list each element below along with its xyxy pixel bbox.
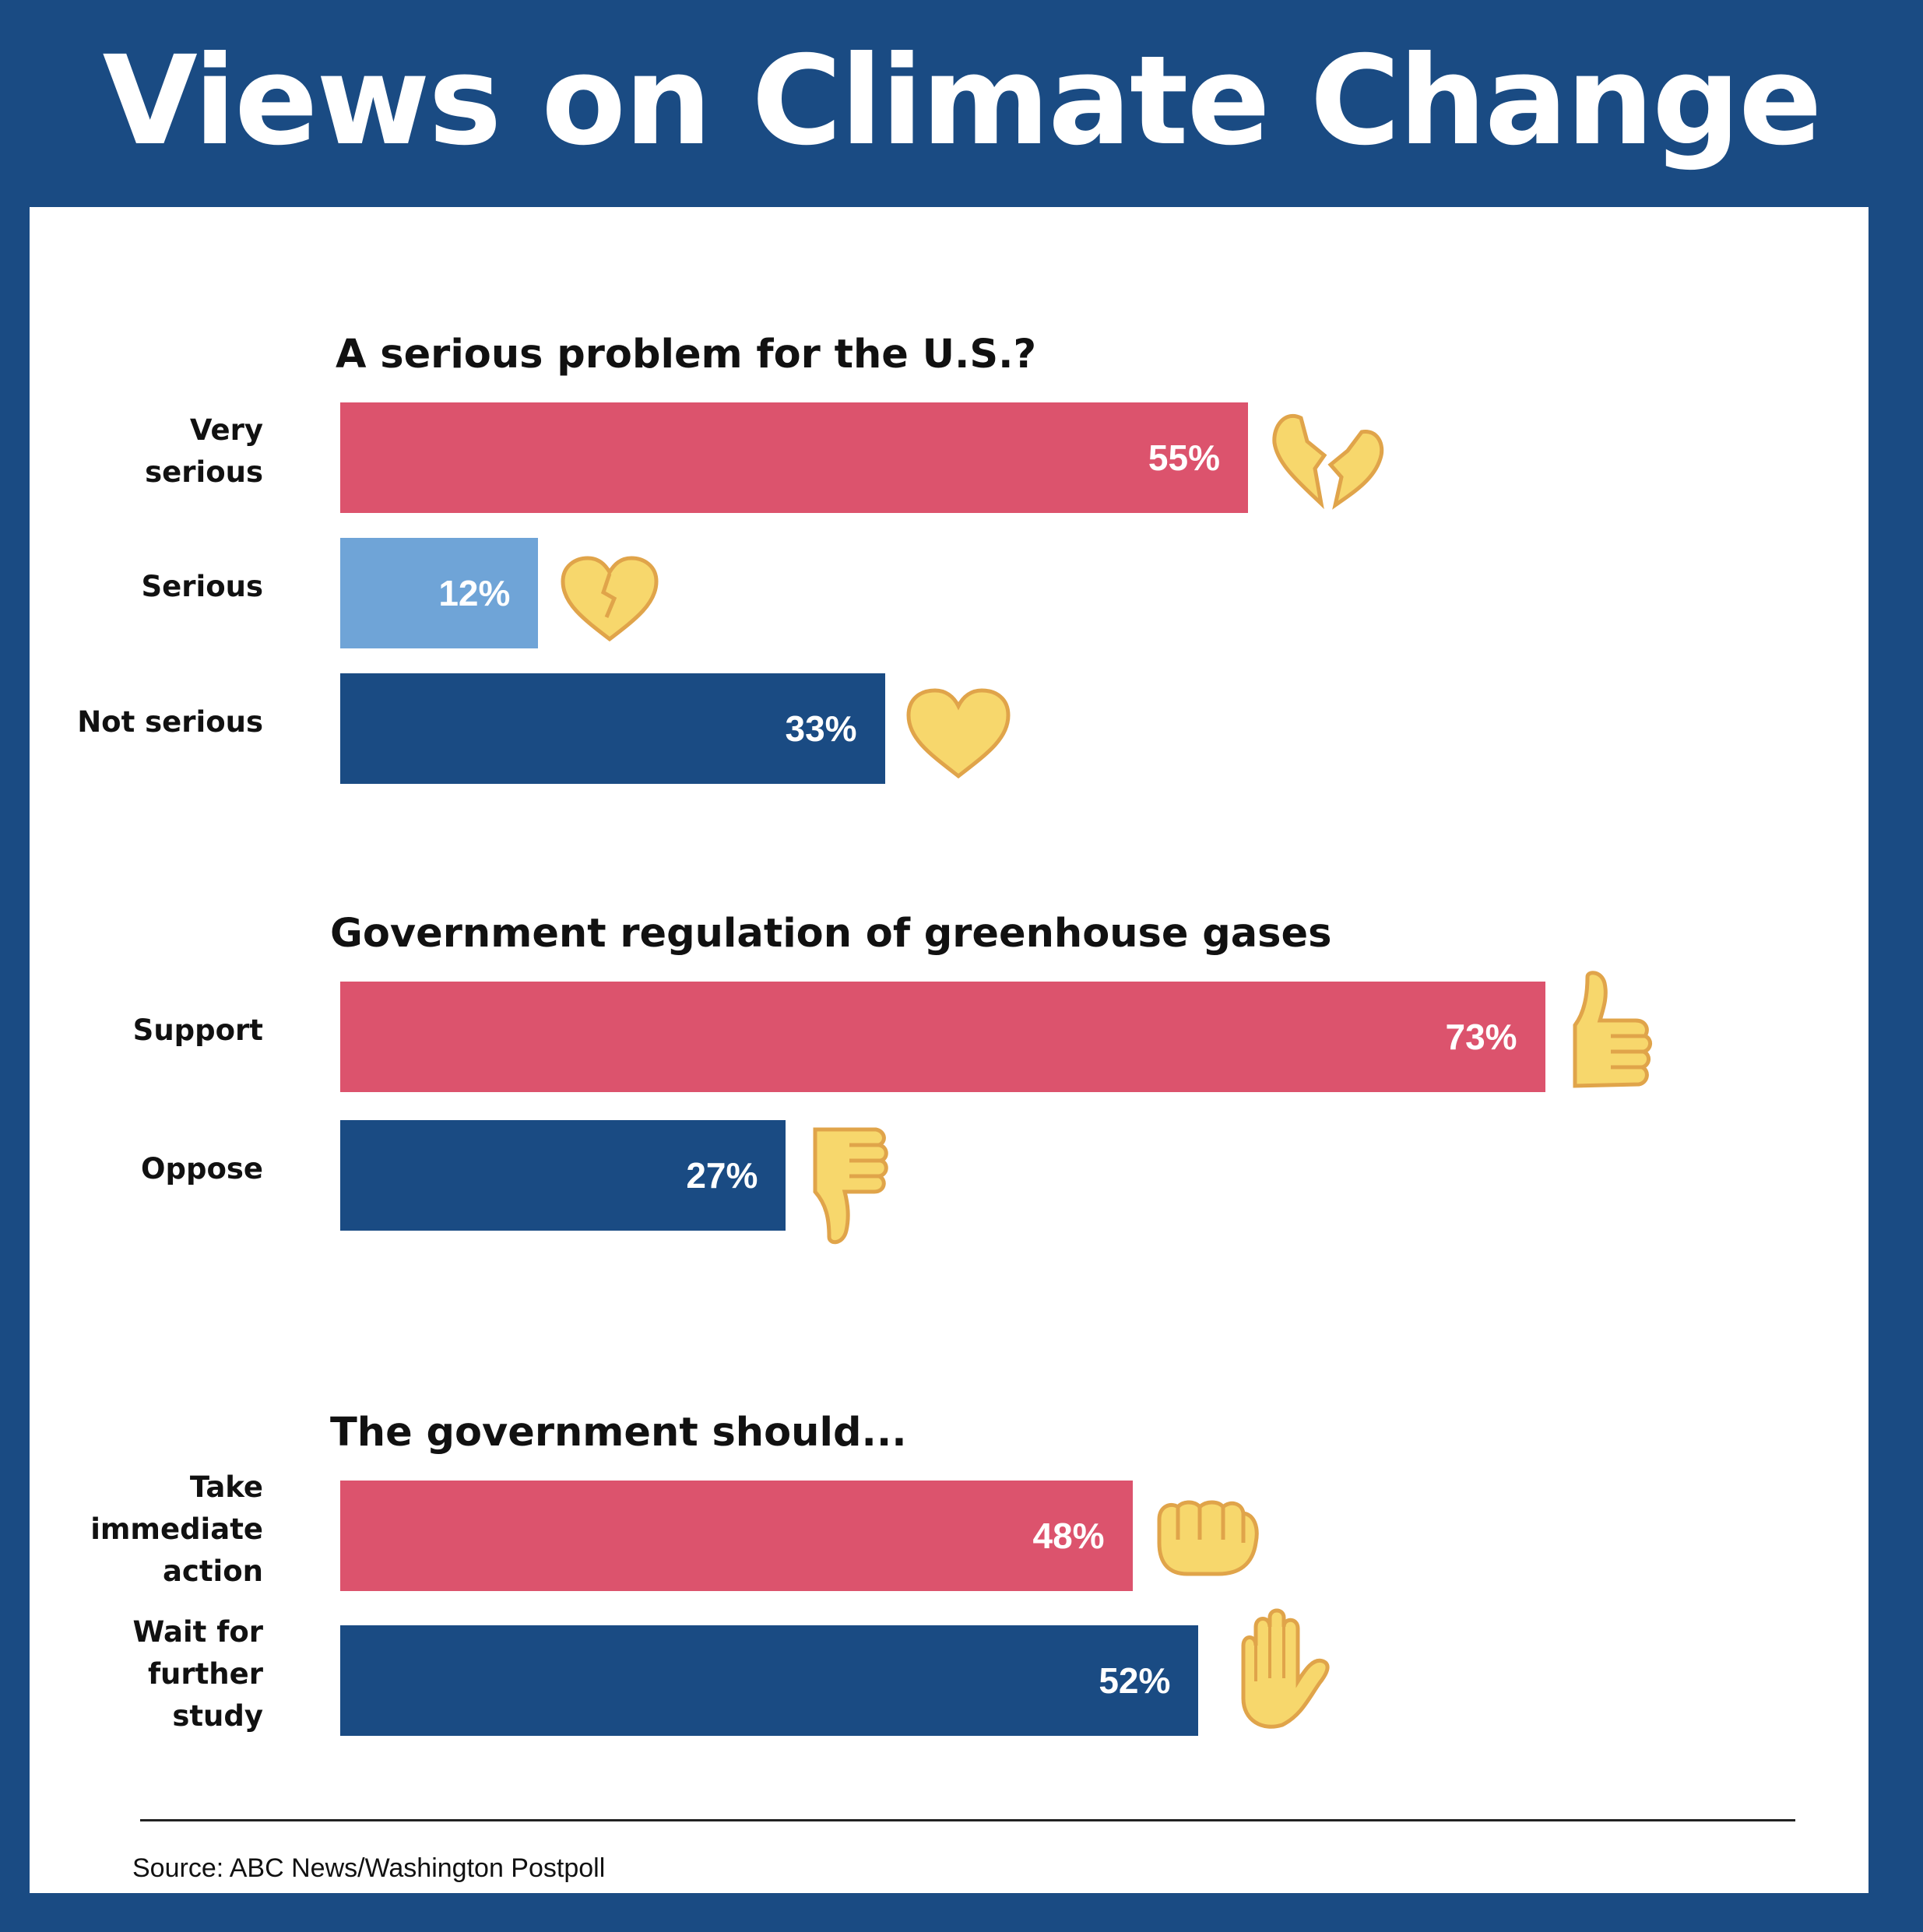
bar-value-label: 27% <box>686 1155 758 1196</box>
category-label: Support <box>132 1013 263 1047</box>
bar <box>340 982 1545 1092</box>
bar <box>340 1625 1199 1736</box>
section-title: The government should... <box>330 1410 907 1456</box>
bar <box>340 1120 786 1231</box>
category-label: Very serious <box>145 413 263 489</box>
bar <box>340 673 885 784</box>
bar-value-label: 12% <box>438 573 511 613</box>
bar <box>340 538 539 648</box>
broken-heart-icon <box>1270 410 1387 515</box>
bar-value-label: 52% <box>1099 1660 1171 1701</box>
raised-hand-icon <box>1226 1607 1335 1736</box>
bar-value-label: 48% <box>1032 1516 1105 1556</box>
category-label: Not serious <box>77 705 263 739</box>
chart-panel: A serious problem for the U.S.? Very seri… <box>30 207 1869 1893</box>
bar <box>340 1481 1133 1591</box>
category-label: Wait for further study <box>132 1615 263 1733</box>
category-label: Serious <box>141 570 263 603</box>
cracked-heart-icon <box>560 555 659 645</box>
bar-value-label: 73% <box>1445 1017 1517 1057</box>
heart-icon <box>905 687 1011 782</box>
category-label: Oppose <box>141 1152 263 1186</box>
thumbs-up-icon <box>1564 969 1656 1097</box>
divider <box>140 1819 1795 1821</box>
bar <box>340 402 1248 513</box>
category-label: Take immediate action <box>90 1470 263 1588</box>
bar-value-label: 55% <box>1148 437 1220 478</box>
thumbs-down-icon <box>806 1123 893 1251</box>
bar-value-label: 33% <box>785 708 857 749</box>
section-title: Government regulation of greenhouse gase… <box>330 911 1332 957</box>
fist-icon <box>1153 1496 1262 1582</box>
source-note: Source: ABC News/Washington Postpoll <box>132 1853 606 1883</box>
page-title: Views on Climate Change <box>102 30 1823 173</box>
section-title: A serious problem for the U.S.? <box>336 332 1037 378</box>
